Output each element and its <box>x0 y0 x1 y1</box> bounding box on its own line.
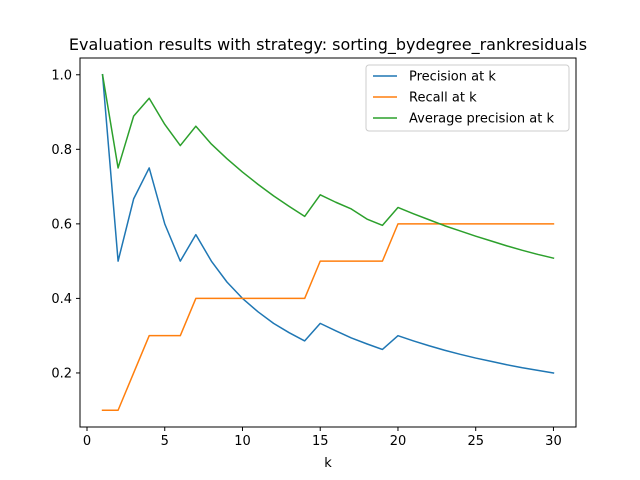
x-axis-label: k <box>324 456 332 471</box>
legend-label: Average precision at k <box>409 112 554 127</box>
legend-label: Recall at k <box>409 91 477 106</box>
legend: Precision at k Recall at k Average precisi… <box>365 64 570 132</box>
x-tick-label: 20 <box>390 434 407 449</box>
chart-title: Evaluation results with strategy: sortin… <box>69 35 587 55</box>
x-tick-label: 30 <box>545 434 562 449</box>
y-tick-label: 0.6 <box>51 217 72 232</box>
axes-frame <box>79 57 577 428</box>
x-tick-label: 5 <box>161 434 169 449</box>
y-tick-label: 1.0 <box>51 68 72 83</box>
legend-label: Precision at k <box>409 70 496 85</box>
x-tick-label: 0 <box>83 434 91 449</box>
series-line-recall-at-k <box>101 223 555 411</box>
legend-box <box>365 64 570 132</box>
x-tick-label: 15 <box>312 434 329 449</box>
x-tick-label: 25 <box>467 434 484 449</box>
series-line-precision-at-k <box>101 73 555 374</box>
plot-area: 0 5 10 15 20 25 30 0.2 0.4 0.6 0.8 1.0 <box>51 57 577 449</box>
y-tick-label: 0.8 <box>51 143 72 158</box>
x-tick-label: 10 <box>234 434 251 449</box>
y-tick-label: 0.4 <box>51 292 72 307</box>
series-line-average-precision-at-k <box>101 73 555 260</box>
y-tick-label: 0.2 <box>51 366 72 381</box>
